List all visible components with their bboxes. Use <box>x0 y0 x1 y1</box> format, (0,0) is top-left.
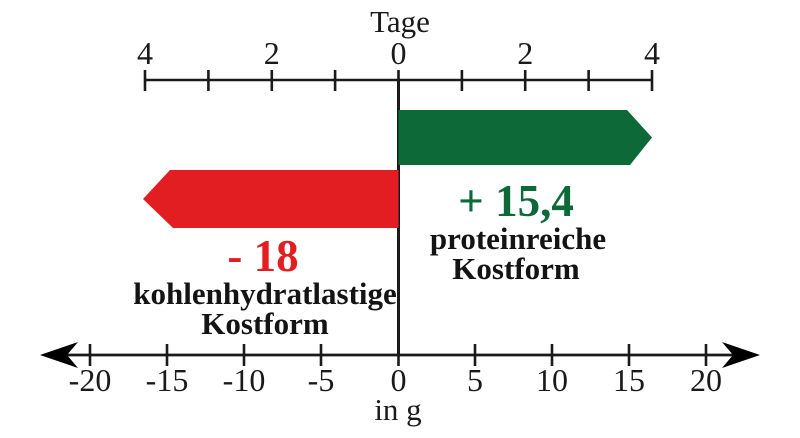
bottom-axis-title: in g <box>374 392 421 427</box>
proteinreiche-category-line2: Kostform <box>452 251 580 286</box>
bottom-axis-tick-label: -10 <box>223 362 266 398</box>
top-axis-tick-label: 0 <box>391 35 407 71</box>
bar-proteinreiche-arrow <box>398 110 652 165</box>
top-axis-tick-label: 4 <box>644 35 660 71</box>
bottom-axis-right-arrowhead <box>722 342 760 368</box>
bottom-axis-tick-label: 10 <box>536 362 568 398</box>
bottom-axis-tick-label: 15 <box>613 362 645 398</box>
top-axis-tick-label: 4 <box>137 35 153 71</box>
kohlenhydrat-value-label: - 18 <box>227 231 298 281</box>
kohlenhydrat-category-line1: kohlenhydratlastige <box>133 276 397 311</box>
bottom-axis-tick-label: -15 <box>146 362 189 398</box>
proteinreiche-value-label: + 15,4 <box>458 176 574 226</box>
bottom-axis-tick-label: 20 <box>690 362 722 398</box>
bar-kohlenhydrat-arrow <box>143 170 399 228</box>
bottom-axis-ticks <box>88 344 708 366</box>
bottom-axis-tick-label: 5 <box>467 362 483 398</box>
top-axis-tick-label: 2 <box>517 35 533 71</box>
kohlenhydrat-category-line2: Kostform <box>201 306 329 341</box>
bottom-axis-left-arrowhead <box>40 342 78 368</box>
top-axis-title: Tage <box>370 4 430 39</box>
bottom-axis-tick-label: -5 <box>308 362 335 398</box>
bottom-axis-tick-label: 0 <box>391 362 407 398</box>
proteinreiche-category-line1: proteinreiche <box>430 221 606 256</box>
top-axis-tick-label: 2 <box>264 35 280 71</box>
bottom-axis-tick-label: -20 <box>69 362 112 398</box>
